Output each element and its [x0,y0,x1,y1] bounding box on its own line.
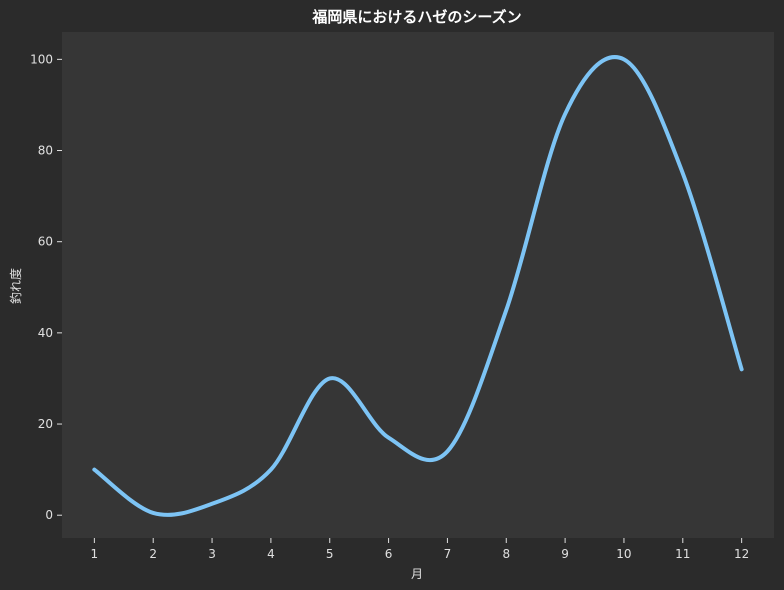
data-point [92,468,96,472]
y-tick-label: 60 [38,235,53,249]
data-point [563,112,567,116]
data-point [328,376,332,380]
y-tick-label: 20 [38,417,53,431]
data-point [151,511,155,515]
x-tick-label: 8 [502,547,510,561]
data-point [387,436,391,440]
x-tick-label: 10 [616,547,631,561]
y-tick-label: 40 [38,326,53,340]
x-tick-label: 11 [675,547,690,561]
y-tick-label: 100 [30,52,53,66]
x-axis: 1 2 3 4 5 6 7 8 9 10 11 12 [91,538,749,561]
x-tick-label: 12 [734,547,749,561]
x-tick-label: 9 [561,547,569,561]
y-tick-label: 0 [45,508,53,522]
x-tick-label: 1 [91,547,99,561]
y-axis-label: 釣れ度 [8,268,23,304]
y-axis: 0 20 40 60 80 100 [30,52,62,522]
x-tick-label: 6 [385,547,393,561]
data-point [740,367,744,371]
data-point [210,502,214,506]
data-point [681,171,685,175]
y-tick-label: 80 [38,144,53,158]
data-point [504,308,508,312]
x-tick-label: 5 [326,547,334,561]
series-line [92,55,744,517]
x-tick-label: 2 [149,547,157,561]
x-tick-label: 7 [444,547,452,561]
x-tick-label: 4 [267,547,275,561]
data-point [269,468,273,472]
x-tick-label: 3 [208,547,216,561]
x-axis-label: 月 [411,567,423,581]
data-point [622,57,626,61]
chart-title: 福岡県におけるハゼのシーズン [311,8,521,26]
data-point [445,449,449,453]
plot-area [62,32,774,538]
